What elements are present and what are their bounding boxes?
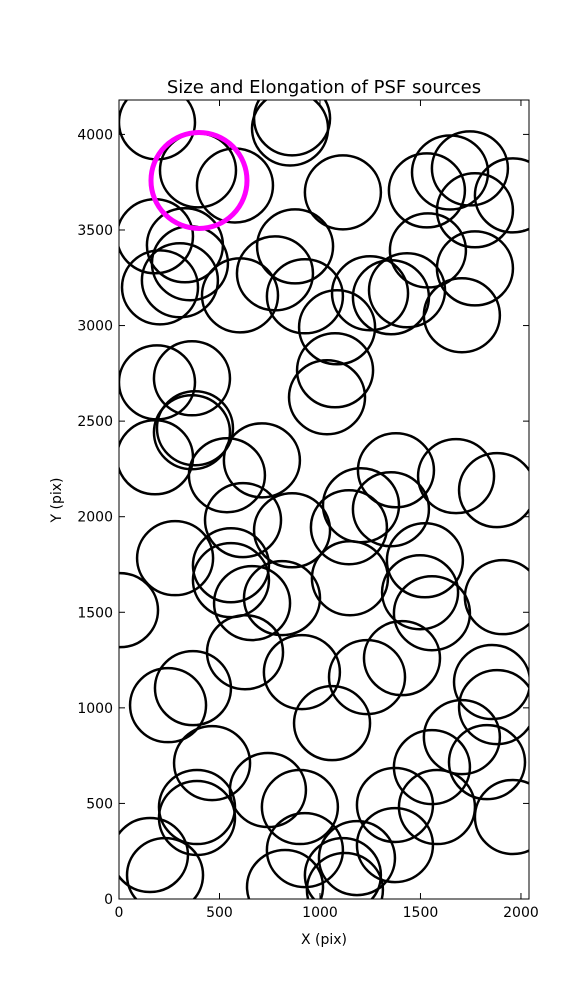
psf-source (119, 571, 160, 649)
chart-title: Size and Elongation of PSF sources (167, 77, 481, 98)
y-tick-label: 2500 (77, 414, 113, 430)
x-axis-label: X (pix) (301, 932, 347, 948)
psf-source (265, 258, 345, 335)
psf-source (265, 811, 345, 889)
psf-source (242, 559, 322, 637)
psf-source (303, 154, 383, 231)
psf-source (255, 208, 335, 285)
psf-source (463, 558, 529, 636)
y-tick-label: 0 (104, 892, 113, 908)
psf-source (157, 768, 237, 846)
psf-source (310, 540, 390, 617)
psf-source (473, 157, 529, 234)
y-tick-label: 3500 (77, 223, 113, 239)
psf-source (362, 619, 442, 697)
psf-source (380, 553, 460, 631)
psf-source (119, 816, 190, 894)
psf-source (355, 806, 435, 884)
x-tick-label: 0 (115, 905, 124, 921)
psf-source (309, 488, 389, 566)
psf-source (330, 255, 410, 332)
y-tick-label: 4000 (77, 127, 113, 143)
psf-source (135, 519, 215, 597)
x-tick-label: 500 (206, 905, 233, 921)
y-tick-label: 500 (86, 796, 113, 812)
x-tick-label: 1000 (302, 905, 338, 921)
psf-source (297, 289, 377, 366)
axes-frame (118, 99, 530, 900)
psf-source (125, 836, 205, 899)
psf-source (317, 819, 397, 897)
psf-source (152, 340, 232, 417)
psf-source (172, 724, 252, 802)
psf-source (212, 564, 292, 642)
psf-source (153, 649, 233, 727)
x-tick-label: 1500 (403, 905, 439, 921)
psf-source (385, 522, 465, 599)
psf-source (351, 259, 431, 336)
psf-source (140, 242, 220, 319)
psf-source (295, 332, 375, 409)
psf-source (203, 481, 283, 559)
psf-source (387, 152, 467, 229)
psf-source (235, 235, 315, 312)
psf-source (367, 251, 447, 329)
plot-area (119, 100, 529, 899)
psf-source (252, 100, 332, 157)
y-axis-label: Y (pix) (49, 478, 65, 524)
psf-source (447, 723, 527, 801)
psf-source (452, 643, 529, 721)
highlight-source (148, 129, 250, 231)
psf-source (457, 451, 529, 529)
psf-source (262, 633, 342, 711)
psf-source (252, 492, 332, 569)
psf-source (222, 422, 302, 499)
psf-source (457, 668, 529, 746)
psf-source (356, 432, 436, 509)
psf-source (327, 638, 407, 716)
psf-source (287, 358, 367, 436)
psf-source (355, 766, 435, 844)
x-tick-label: 2000 (503, 905, 539, 921)
y-tick-label: 3000 (77, 319, 113, 335)
psf-source (191, 527, 271, 604)
psf-source (155, 389, 235, 467)
psf-source (205, 613, 285, 691)
psf-source (187, 436, 267, 514)
psf-source (305, 851, 385, 899)
psf-source (292, 684, 372, 762)
psf-source (245, 848, 325, 899)
y-tick-label: 2000 (77, 510, 113, 526)
y-tick-label: 1000 (77, 701, 113, 717)
psf-source (422, 698, 502, 776)
psf-source (120, 249, 200, 326)
psf-source (435, 172, 515, 249)
psf-source (410, 134, 490, 211)
y-tick-label: 1500 (77, 605, 113, 621)
psf-source (416, 437, 496, 515)
psf-source (392, 574, 472, 652)
psf-source (128, 666, 208, 744)
